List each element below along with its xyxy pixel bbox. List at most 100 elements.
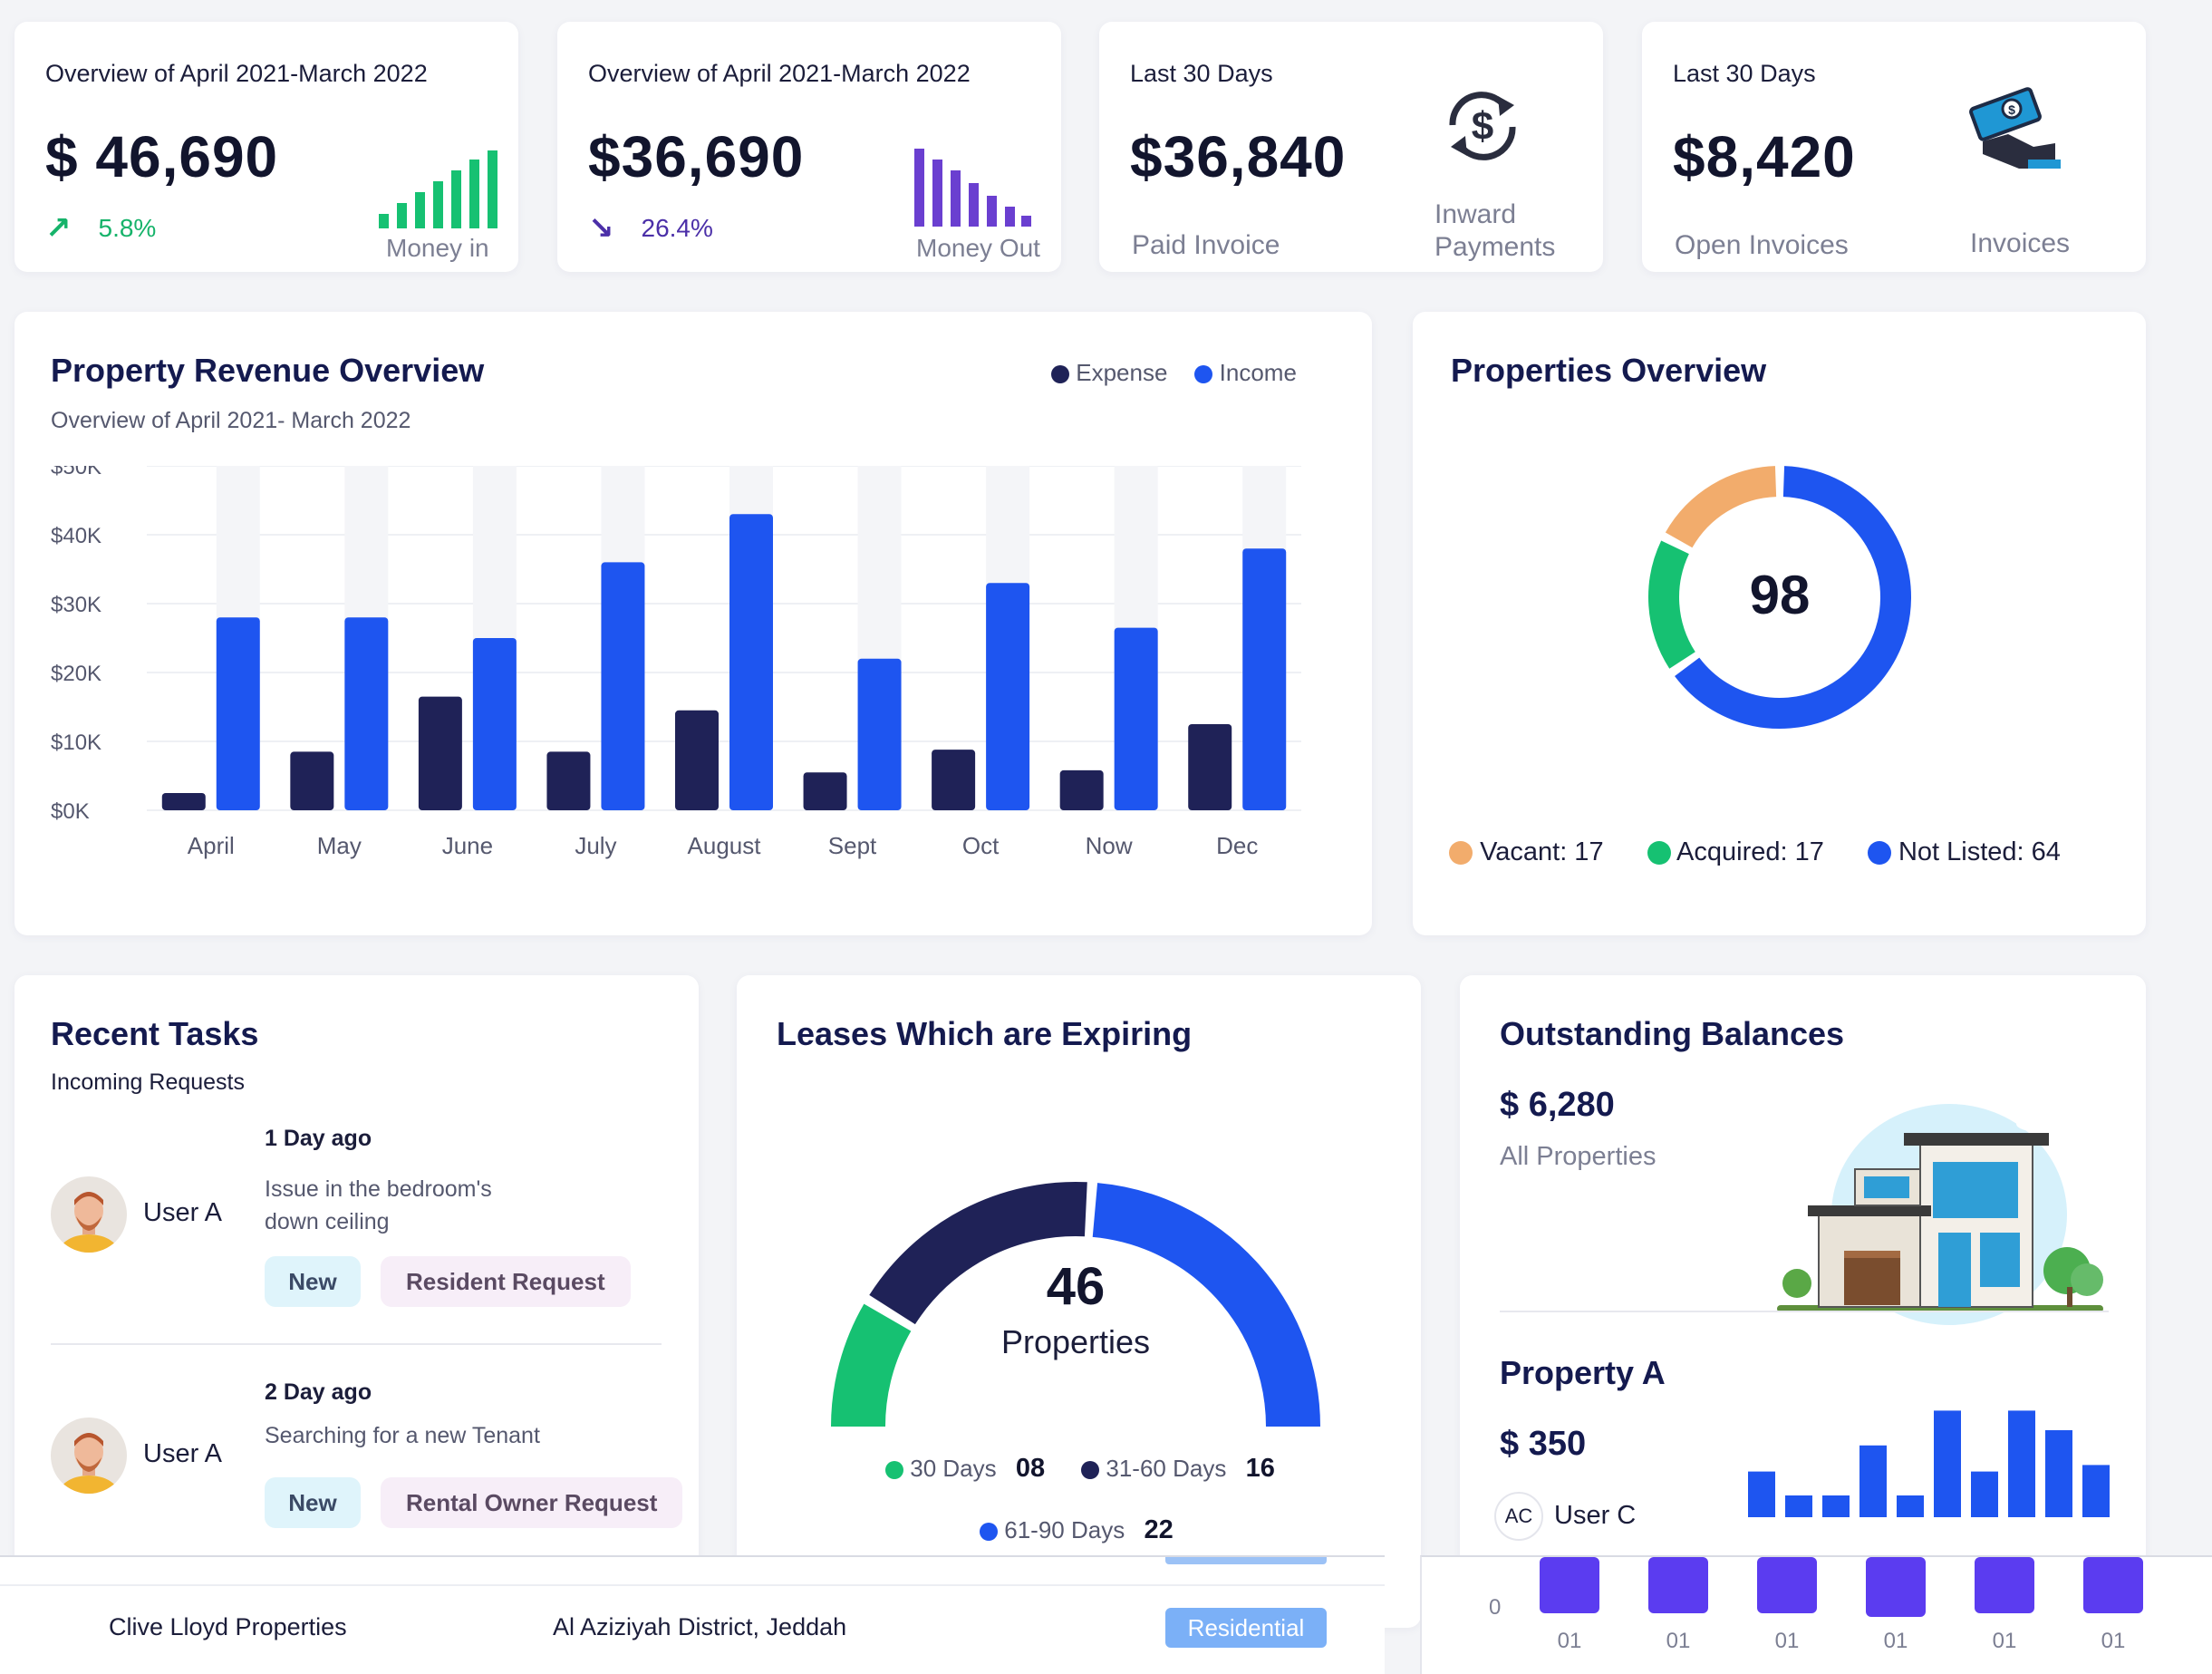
y-tick-label: $0K xyxy=(51,799,90,824)
property-amount: $ 350 xyxy=(1500,1425,1587,1463)
income-bar[interactable] xyxy=(1242,548,1287,810)
properties-donut-chart xyxy=(1648,466,1911,729)
mini-bar[interactable] xyxy=(1859,1445,1887,1517)
task-user: User A xyxy=(143,1198,223,1227)
legend-dot xyxy=(885,1461,903,1480)
tag-new[interactable]: New xyxy=(265,1477,361,1528)
bottom-bar[interactable] xyxy=(1540,1557,1599,1613)
property-list-row[interactable]: Clive Lloyd Properties Al Aziziyah Distr… xyxy=(0,1555,1385,1674)
expense-bar[interactable] xyxy=(1188,724,1232,810)
stat-card-money-out: Overview of April 2021-March 2022 $36,69… xyxy=(557,22,1061,272)
gauge-30-days[interactable] xyxy=(831,1303,912,1427)
user-avatar-icon xyxy=(51,1176,127,1253)
stat-heading: Overview of April 2021-March 2022 xyxy=(588,60,971,87)
expense-bar[interactable] xyxy=(803,772,847,810)
expense-bar[interactable] xyxy=(932,750,976,810)
stat-heading: Overview of April 2021-March 2022 xyxy=(45,60,428,87)
stat-side-caption: Payments xyxy=(1434,232,1556,262)
mini-bar[interactable] xyxy=(2045,1430,2072,1517)
expense-bar[interactable] xyxy=(1059,769,1104,810)
mini-bar[interactable] xyxy=(2082,1465,2110,1517)
mini-bar[interactable] xyxy=(2008,1410,2035,1517)
expense-bar[interactable] xyxy=(418,696,462,810)
mini-bar[interactable] xyxy=(1934,1410,1961,1517)
card-title: Property Revenue Overview xyxy=(51,352,485,389)
legend-value: 08 xyxy=(1015,1454,1046,1483)
expense-bar[interactable] xyxy=(546,751,591,810)
x-tick-label: Sept xyxy=(828,832,877,859)
legend-dot xyxy=(980,1523,998,1542)
x-tick-label: Oct xyxy=(962,832,1000,859)
gauge-31-60-days[interactable] xyxy=(869,1182,1087,1325)
tag-request-type[interactable]: Rental Owner Request xyxy=(381,1477,683,1528)
income-bar[interactable] xyxy=(216,617,260,810)
bottom-bar[interactable] xyxy=(1648,1557,1708,1613)
income-bar[interactable] xyxy=(857,658,902,810)
tag-request-type[interactable]: Resident Request xyxy=(381,1256,631,1307)
gauge-61-90-days[interactable] xyxy=(1092,1183,1320,1427)
mini-bar[interactable] xyxy=(1971,1471,1998,1517)
legend-61-90-days[interactable]: 61-90 Days 22 xyxy=(980,1515,1174,1544)
avatar xyxy=(51,1418,127,1494)
stat-trend: ↘ 26.4% xyxy=(588,210,713,247)
stat-card-open-invoices: Last 30 Days $8,420 Open Invoices $ Invo… xyxy=(1642,22,2146,272)
balance-amount: $ 6,280 xyxy=(1500,1086,1615,1124)
bottom-bar[interactable] xyxy=(1975,1557,2034,1613)
legend-dot xyxy=(1051,365,1069,384)
y-tick-label: $10K xyxy=(51,731,101,755)
chart-legend: Expense Income xyxy=(1051,359,1297,387)
card-title: Properties Overview xyxy=(1451,352,1767,389)
bottom-bar[interactable] xyxy=(1866,1557,1926,1617)
expense-bar[interactable] xyxy=(161,793,206,810)
mini-bar[interactable] xyxy=(1822,1495,1850,1517)
income-bar[interactable] xyxy=(472,638,517,810)
legend-dot xyxy=(1867,841,1891,866)
legend-acquired[interactable]: Acquired: 17 xyxy=(1647,837,1824,867)
legend-not-listed[interactable]: Not Listed: 64 xyxy=(1867,837,2061,867)
income-bar[interactable] xyxy=(1114,627,1158,810)
leases-gauge-chart xyxy=(831,1182,1320,1427)
property-type-badge[interactable]: Residential xyxy=(1165,1608,1327,1648)
legend-label: 61-90 Days xyxy=(1004,1516,1125,1543)
task-user: User A xyxy=(143,1439,223,1468)
stat-caption: Money in xyxy=(386,234,489,262)
tag-new[interactable]: New xyxy=(265,1256,361,1307)
legend-income[interactable]: Income xyxy=(1194,359,1297,387)
y-tick-label: $30K xyxy=(51,593,101,617)
task-time: 1 Day ago xyxy=(265,1126,372,1151)
x-tick-label: Dec xyxy=(1216,832,1258,859)
legend-dot xyxy=(1081,1461,1100,1480)
mini-bar[interactable] xyxy=(1748,1471,1775,1517)
stat-trend: ↗ 5.8% xyxy=(45,210,156,247)
bottom-bar[interactable] xyxy=(2083,1557,2143,1613)
stat-value: $ 46,690 xyxy=(45,124,279,189)
income-bar[interactable] xyxy=(344,617,389,810)
vacant-segment[interactable] xyxy=(1665,466,1777,548)
bottom-x-label: 01 xyxy=(1884,1629,1908,1653)
income-bar[interactable] xyxy=(729,514,773,810)
stat-value: $36,690 xyxy=(588,124,805,189)
arrow-down-right-icon: ↘ xyxy=(588,211,614,246)
stat-value: $8,420 xyxy=(1673,124,1856,189)
not-listed-segment[interactable] xyxy=(1675,466,1911,729)
expense-bar[interactable] xyxy=(290,751,334,810)
legend-label: Income xyxy=(1219,359,1297,386)
mini-bar[interactable] xyxy=(1897,1495,1924,1517)
property-mini-bar-chart xyxy=(1748,1410,2110,1517)
legend-expense[interactable]: Expense xyxy=(1051,359,1167,387)
expense-bar[interactable] xyxy=(675,710,719,810)
acquired-segment[interactable] xyxy=(1648,540,1696,669)
legend-30-days[interactable]: 30 Days 08 xyxy=(885,1454,1045,1484)
row-top-accent xyxy=(1165,1557,1327,1564)
income-bar[interactable] xyxy=(601,562,645,810)
stat-caption: Open Invoices xyxy=(1675,230,1849,260)
mini-bar[interactable] xyxy=(1785,1495,1812,1517)
income-bar[interactable] xyxy=(986,583,1030,810)
legend-label: 31-60 Days xyxy=(1106,1455,1227,1482)
stat-heading: Last 30 Days xyxy=(1673,60,1816,87)
legend-31-60-days[interactable]: 31-60 Days 16 xyxy=(1081,1454,1275,1484)
recent-tasks-card: Recent Tasks Incoming Requests User A 1 … xyxy=(14,975,699,1628)
bottom-bar[interactable] xyxy=(1757,1557,1817,1613)
stat-heading: Last 30 Days xyxy=(1130,60,1273,87)
legend-vacant[interactable]: Vacant: 17 xyxy=(1449,837,1604,867)
